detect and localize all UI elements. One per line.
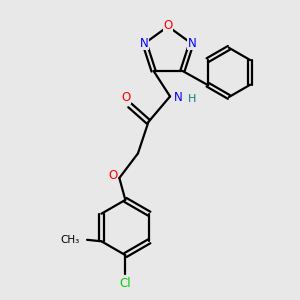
Text: Cl: Cl <box>119 277 131 290</box>
Text: N: N <box>174 92 183 104</box>
Text: CH₃: CH₃ <box>60 235 80 245</box>
Text: N: N <box>188 37 196 50</box>
Text: O: O <box>122 91 131 103</box>
Text: O: O <box>164 19 172 32</box>
Text: N: N <box>140 37 148 50</box>
Text: O: O <box>108 169 117 182</box>
Text: H: H <box>188 94 196 103</box>
